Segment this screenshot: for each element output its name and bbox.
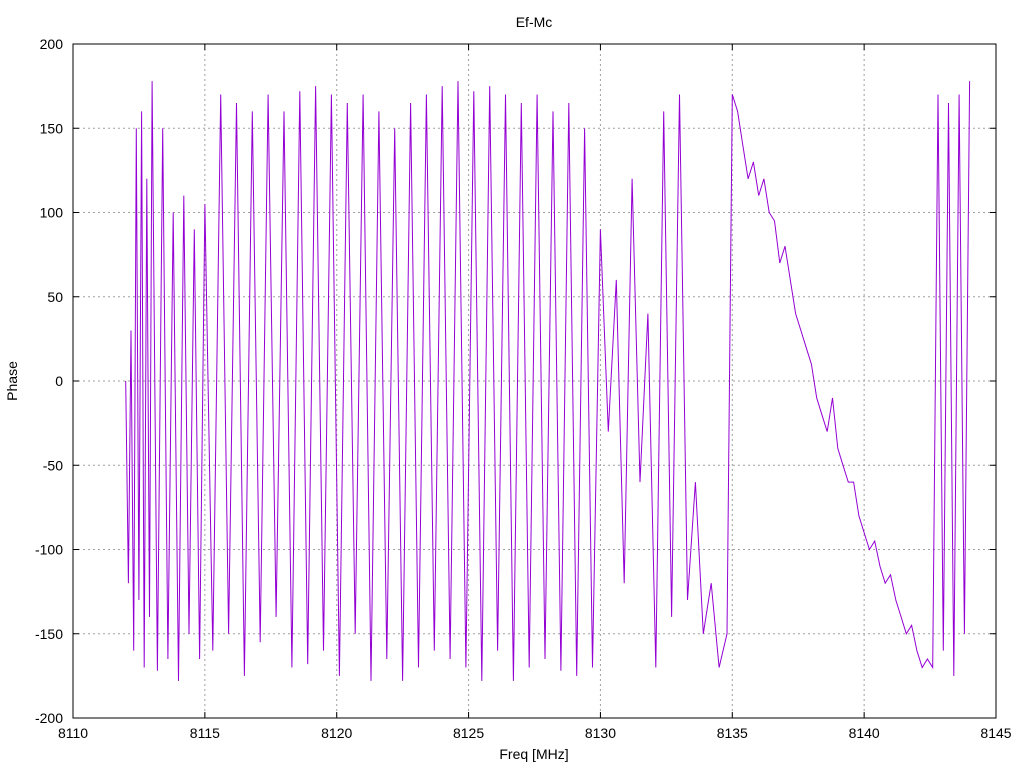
- y-axis-label: Phase: [4, 361, 20, 401]
- y-tick-label: 0: [55, 373, 63, 389]
- y-tick-label: -50: [43, 457, 63, 473]
- y-tick-label: -150: [35, 626, 63, 642]
- x-tick-label: 8125: [453, 725, 484, 741]
- x-tick-label: 8140: [849, 725, 880, 741]
- y-tick-label: 100: [40, 205, 64, 221]
- y-axis: -200 -150 -100 -50 0 50 100 150 200: [35, 36, 996, 726]
- x-tick-label: 8135: [717, 725, 748, 741]
- x-tick-label: 8110: [58, 725, 88, 741]
- x-axis: 8110 8115 8120 8125 8130 8135 8140 8145: [58, 44, 1012, 741]
- x-tick-label: 8120: [321, 725, 352, 741]
- x-tick-label: 8115: [190, 725, 220, 741]
- series-line: [125, 81, 971, 681]
- grid-lines: [73, 44, 996, 718]
- y-tick-label: 150: [40, 120, 64, 136]
- chart-title: Ef-Mc: [516, 14, 553, 30]
- x-axis-label: Freq [MHz]: [499, 746, 568, 762]
- y-tick-label: 200: [40, 36, 64, 52]
- x-tick-label: 8145: [980, 725, 1011, 741]
- y-tick-label: 50: [47, 289, 63, 305]
- x-tick-label: 8130: [585, 725, 616, 741]
- y-tick-label: -100: [35, 542, 63, 558]
- series-phase: [125, 81, 971, 681]
- y-tick-label: -200: [35, 710, 63, 726]
